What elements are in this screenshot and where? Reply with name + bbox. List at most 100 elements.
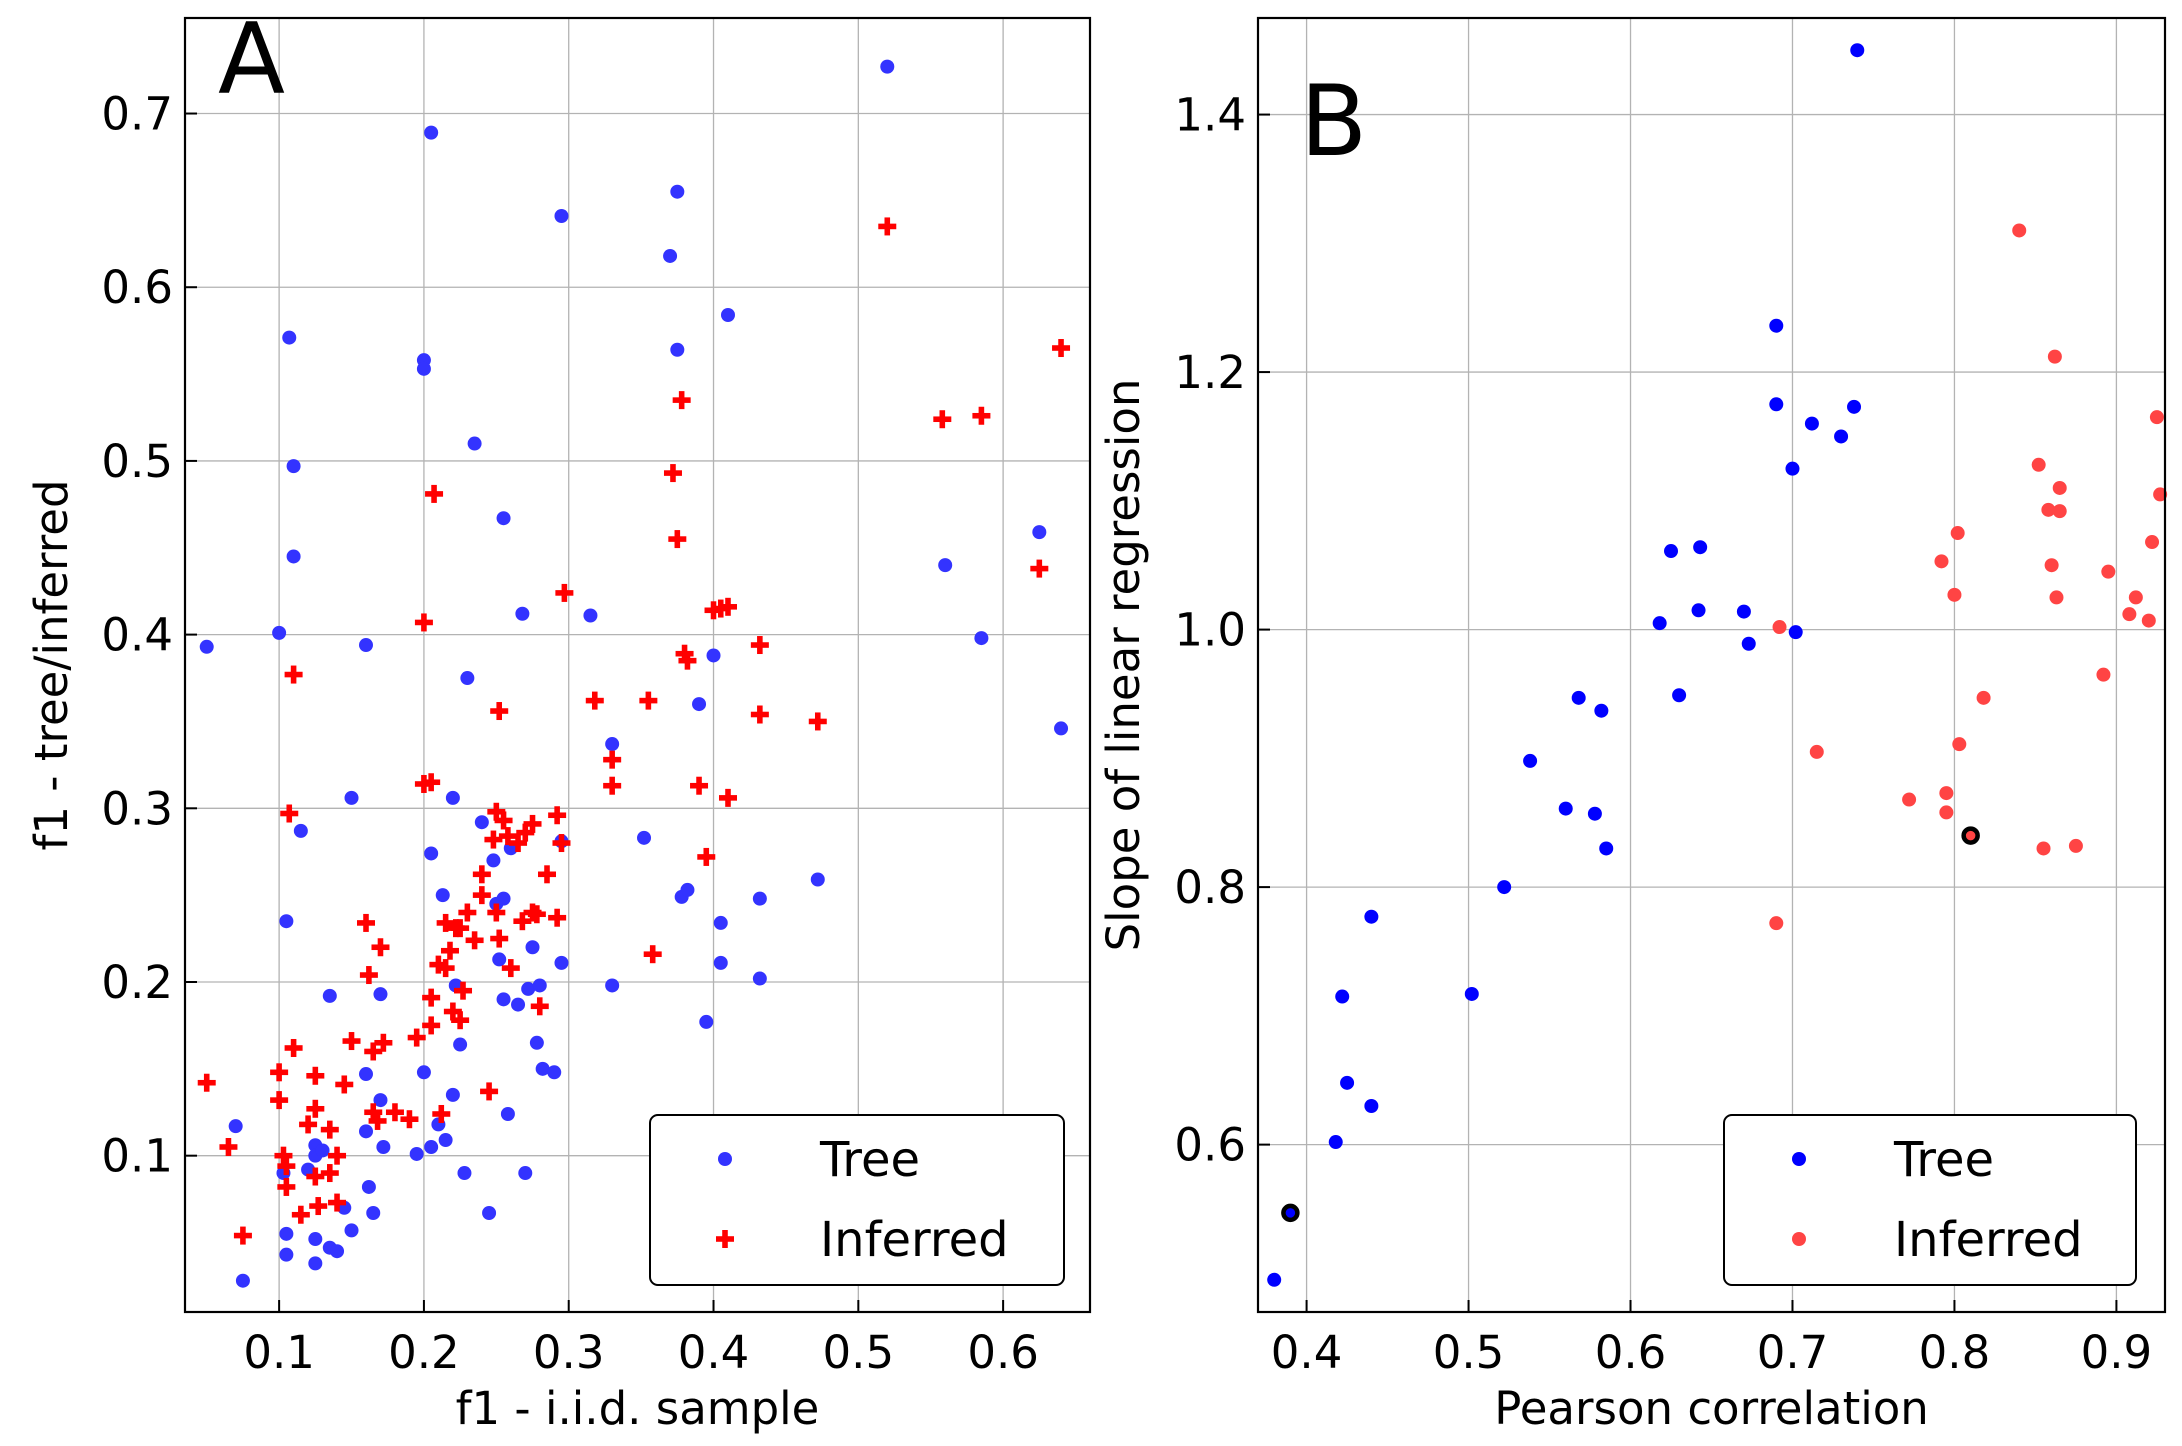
data-point-inferred: [509, 834, 528, 853]
data-point-tree: [554, 209, 569, 224]
data-point-inferred: [2101, 564, 2116, 579]
data-point-tree: [583, 608, 598, 623]
data-point-inferred: [672, 391, 691, 410]
data-point-inferred: [357, 913, 375, 932]
data-point-tree: [235, 1273, 250, 1288]
data-point-inferred: [320, 1120, 339, 1139]
data-point-tree: [453, 1037, 468, 1052]
data-point-tree: [279, 1247, 294, 1262]
data-point-inferred: [422, 773, 441, 792]
panel-a-y-tick-label: 0.1: [101, 1130, 173, 1183]
data-point-tree: [752, 891, 767, 906]
data-point-tree: [670, 342, 685, 357]
data-point-inferred: [2049, 590, 2064, 605]
data-point-inferred: [552, 834, 571, 853]
data-point-tree: [1769, 397, 1784, 412]
data-point-tree: [605, 978, 620, 993]
data-point-inferred: [320, 1164, 339, 1183]
panel-a-grid: [185, 18, 1090, 1312]
data-point-inferred: [2052, 480, 2067, 495]
data-point-inferred: [2153, 487, 2168, 502]
data-point-inferred: [2047, 349, 2062, 364]
data-point-inferred: [668, 530, 687, 549]
panel-b-y-tick-label: 1.2: [1174, 346, 1246, 399]
panel-b-x-tick-label: 0.8: [1919, 1326, 1991, 1379]
data-point-inferred: [451, 919, 470, 938]
data-point-inferred: [487, 903, 506, 922]
data-point-tree: [1364, 1098, 1379, 1113]
panel-a-x-tick-label: 0.5: [823, 1326, 895, 1379]
data-point-tree: [1652, 616, 1667, 631]
panel-b-legend-marker-inferred: [1792, 1232, 1806, 1246]
data-point-tree: [605, 737, 620, 752]
data-point-tree: [529, 1035, 544, 1050]
data-point-inferred: [498, 827, 517, 846]
panel-b-x-tick-label: 0.7: [1757, 1326, 1829, 1379]
data-point-tree: [286, 459, 301, 474]
data-point-inferred: [1902, 792, 1917, 807]
panel-b-x-tick-label: 0.4: [1271, 1326, 1343, 1379]
data-point-inferred: [342, 1032, 361, 1051]
data-point-tree: [515, 606, 530, 621]
data-point-inferred: [306, 1066, 325, 1085]
data-point-inferred: [451, 1011, 470, 1030]
panel-a-legend-marker-tree: [718, 1152, 732, 1166]
data-point-inferred: [374, 1033, 393, 1052]
data-point-tree: [1571, 690, 1586, 705]
data-point-inferred: [750, 705, 769, 724]
data-point-tree: [1847, 399, 1862, 414]
data-point-inferred: [523, 814, 542, 833]
panel-b-x-tick-labels: 0.4 0.5 0.6 0.7 0.8 0.9: [1271, 1326, 2152, 1379]
panel-a-legend: Tree Inferred: [649, 1114, 1065, 1286]
data-point-inferred: [1030, 559, 1049, 578]
panel-a-y-tick-label: 0.7: [101, 88, 173, 141]
data-point-tree: [409, 1146, 424, 1161]
data-point-inferred: [364, 1103, 383, 1122]
data-point-tree: [416, 361, 431, 376]
data-point-tree: [376, 1139, 391, 1154]
data-point-tree: [301, 1162, 316, 1177]
data-point-inferred: [878, 217, 897, 236]
data-point-inferred: [513, 912, 532, 931]
panel-b-points: [1267, 43, 2168, 1287]
panel-b: 0.4 0.5 0.6 0.7 0.8 0.9 0.6 0.8 1.0 1.2 …: [1097, 16, 2168, 1435]
data-point-inferred: [494, 811, 513, 830]
data-point-tree: [1769, 318, 1784, 333]
data-point-inferred: [516, 823, 535, 842]
panel-b-label: B: [1300, 65, 1367, 179]
data-point-inferred: [487, 802, 506, 821]
panel-a-legend-box: [649, 1114, 1065, 1286]
data-point-tree: [424, 846, 439, 861]
data-point-tree: [416, 1065, 431, 1080]
data-point-inferred: [555, 583, 574, 602]
data-point-tree: [1736, 604, 1751, 619]
data-point-inferred: [719, 788, 737, 807]
data-point-tree: [496, 992, 511, 1007]
data-point-tree: [547, 1065, 562, 1080]
panel-a-y-tick-label: 0.6: [101, 261, 173, 314]
data-point-tree: [344, 1223, 359, 1238]
panel-a-ticks: [185, 112, 1005, 1312]
data-point-tree: [359, 1067, 373, 1082]
highlighted-point-inferred: [1961, 826, 1980, 845]
panel-b-legend-label-tree: Tree: [1893, 1132, 1994, 1188]
data-point-tree: [670, 184, 685, 199]
data-point-inferred: [2068, 838, 2083, 853]
data-point-tree: [445, 1087, 460, 1102]
data-point-inferred: [639, 691, 658, 710]
data-point-tree: [373, 987, 388, 1002]
data-point-tree: [286, 549, 301, 564]
data-point-inferred: [490, 929, 509, 948]
data-point-inferred: [306, 1167, 325, 1186]
panel-b-y-tick-label: 1.4: [1174, 89, 1246, 142]
panel-a-points: [197, 59, 1071, 1288]
data-point-inferred: [697, 847, 716, 866]
data-point-inferred: [1934, 554, 1949, 569]
panel-b-legend-marker-tree: [1792, 1152, 1806, 1166]
data-point-inferred: [274, 1146, 293, 1165]
data-point-inferred: [1939, 805, 1954, 820]
data-point-inferred: [548, 908, 567, 927]
panel-b-y-axis-title: Slope of linear regression: [1097, 379, 1150, 952]
data-point-tree: [810, 872, 825, 887]
data-point-inferred: [465, 931, 484, 950]
